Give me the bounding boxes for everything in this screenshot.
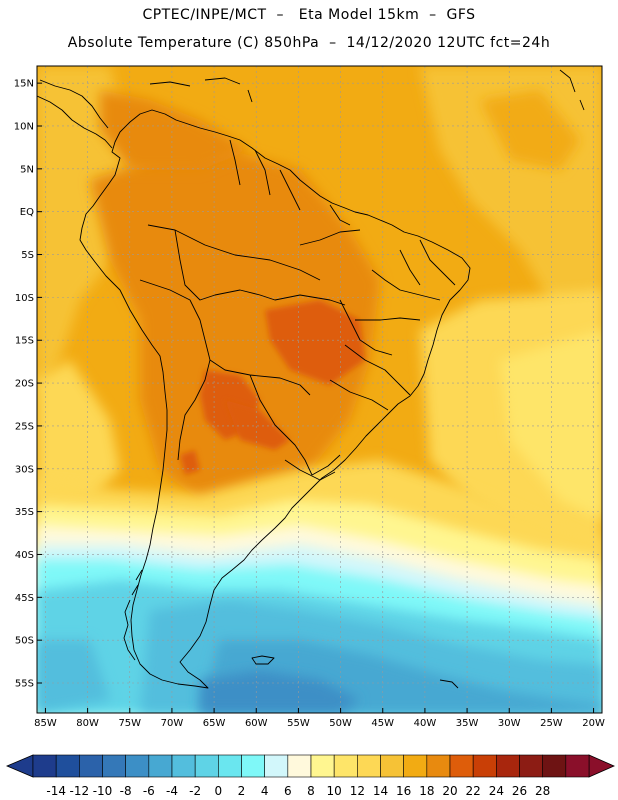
colorbar-label: 10 [327,784,342,798]
colorbar-cell [148,754,173,778]
colorbar-label: 0 [215,784,223,798]
lon-label: 70W [161,718,184,729]
lon-label: 35W [456,718,479,729]
colorbar-cell [357,754,381,778]
lat-label: 55S [15,679,34,690]
lon-label: 50W [329,718,352,729]
lon-label: 65W [203,718,226,729]
country-borders [139,139,456,481]
lon-label: 60W [245,718,268,729]
colorbar-cell [218,754,242,778]
lat-label: 20S [15,379,34,390]
colorbar-label: 16 [396,784,411,798]
longitude-labels: 85W 80W 75W 70W 65W 60W 55W 50W 45W 40W 35W 30W 25W 2… [34,708,605,729]
lon-label: 40W [414,718,437,729]
colorbar-arrow-high [588,754,615,778]
colorbar-cell [171,754,196,778]
lat-label: 50S [15,636,34,647]
lon-label: 80W [76,718,99,729]
colorbar-label: 20 [442,784,457,798]
colorbar-label: 2 [238,784,246,798]
colorbar-label: 24 [489,784,504,798]
colorbar-cell [287,754,312,778]
lon-label: 20W [582,718,605,729]
colorbar-cell [403,754,428,778]
south-america-coastline [79,109,471,689]
lat-label: 40S [15,550,34,561]
colorbar-label: -8 [120,784,132,798]
colorbar-label: 22 [466,784,481,798]
colorbar-cell [380,754,404,778]
colorbar-label: 14 [373,784,388,798]
lat-label: 35S [15,507,34,518]
caribbean-islands [149,69,585,111]
colorbar-cell [32,754,57,778]
lon-label: 45W [371,718,394,729]
map-title-line2: Absolute Temperature (C) 850hPa – 14/12/… [67,35,551,51]
colorbar-cell [194,754,219,778]
colorbar-label: -6 [143,784,155,798]
lat-label: 25S [15,421,34,432]
falkland-islands [251,655,275,665]
colorbar-label: -12 [70,784,90,798]
lat-label: 15N [14,79,34,90]
lat-label: 10S [15,293,34,304]
colorbar-cell [79,754,103,778]
colorbar-cell [542,754,567,778]
map-title-line1: CPTEC/INPE/MCT – Eta Model 15km – GFS [142,7,476,23]
colorbar-label: 18 [419,784,434,798]
colorbar-cell [102,754,126,778]
colorbar-cell [565,754,590,778]
colorbar-cell [519,754,543,778]
colorbar-cell [310,754,335,778]
lon-label: 25W [540,718,563,729]
colorbar-label: 8 [307,784,315,798]
colorbar-label: -14 [46,784,66,798]
colorbar-cell [472,754,497,778]
temperature-field [37,66,602,713]
lat-label: 45S [15,593,34,604]
colorbar-label: 4 [261,784,269,798]
colorbar-label: -4 [166,784,178,798]
colorbar-cell [125,754,150,778]
chile-fjord-islands [123,569,143,661]
coastlines-borders [37,69,585,689]
colorbar-label: 28 [535,784,550,798]
lat-label: 5N [20,164,34,175]
colorbar-cell [241,754,265,778]
colorbar-arrow-low [5,754,34,778]
lon-label: 30W [498,718,521,729]
lat-label: 10N [14,121,34,132]
lon-label: 55W [287,718,310,729]
colorbar-label: 26 [512,784,527,798]
south-georgia [439,679,459,689]
map-frame [36,65,603,714]
colorbar-cell [426,754,451,778]
central-america-coastline [37,79,113,149]
latitude-labels: 15N 10N 5N EQ 5S 10S 15S 20S 25S 30S 35S 40S 45S 50S 5… [14,79,42,690]
colorbar: -14 -12 -10 -8 -6 -4 -2 0 2 4 6 8 10 12 14 16 18 20 22 24 26… [5,754,615,798]
lon-label: 85W [34,718,57,729]
lat-label: 15S [15,336,34,347]
colorbar-cell [333,754,358,778]
colorbar-label: 6 [284,784,292,798]
colorbar-cell [55,754,80,778]
colorbar-cell [496,754,520,778]
lat-label: 5S [21,250,34,261]
graticule [37,66,602,713]
colorbar-label: -2 [189,784,201,798]
colorbar-cell [449,754,474,778]
lon-label: 75W [118,718,141,729]
lat-label: 30S [15,464,34,475]
lat-label: EQ [20,207,34,218]
colorbar-label: -10 [93,784,113,798]
colorbar-cell [264,754,289,778]
colorbar-label: 12 [350,784,365,798]
